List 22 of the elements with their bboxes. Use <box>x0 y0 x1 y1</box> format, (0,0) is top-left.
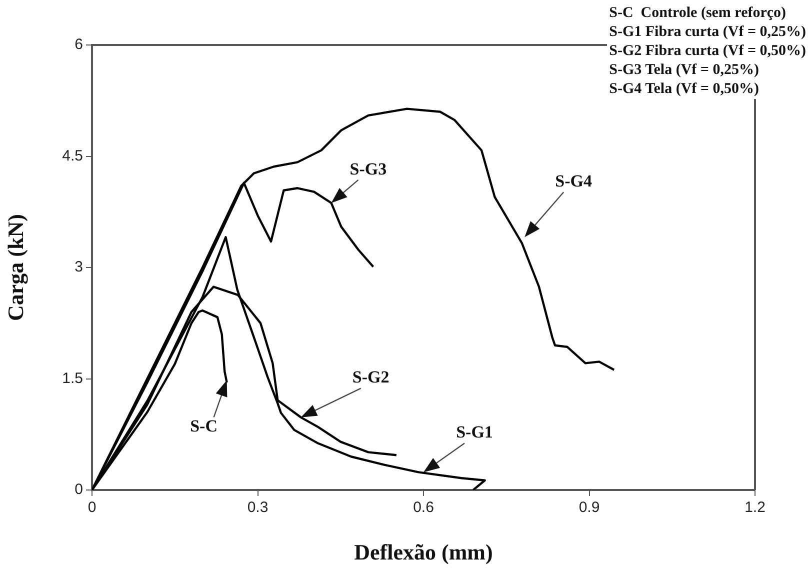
text: S-C Controle (sem reforço) <box>609 4 788 23</box>
y-axis-title: Carga (kN) <box>2 214 28 321</box>
x-axis-title: Deflexão (mm) <box>354 539 493 564</box>
annotation: S-C <box>190 416 218 436</box>
y-tick-label: 6 <box>74 36 83 54</box>
x-tick-label: 0.6 <box>413 499 434 516</box>
annotation: S-G4 <box>555 171 593 190</box>
y-tick-label: 4.5 <box>62 147 83 164</box>
x-tick-label: 0.9 <box>578 499 600 516</box>
y-tick-label: 0 <box>74 481 83 498</box>
annotation: S-G1 <box>456 422 493 442</box>
annotation: S-G3 <box>350 159 387 178</box>
y-tick-label: 1.5 <box>62 370 83 387</box>
annotation: S-G2 Fibra curta (Vf = 0,50%) <box>609 42 806 61</box>
annotation: S-G4 Tela (Vf = 0,50%) <box>609 80 760 99</box>
x-tick-label: 1.2 <box>744 499 766 516</box>
y-tick-label: 3 <box>74 258 83 276</box>
x-tick-label: 0.3 <box>247 499 268 516</box>
x-tick-label: 0 <box>88 499 96 516</box>
annotation: S-G2 <box>352 368 390 387</box>
text: S-G1 Fibra curta (Vf = 0,25%) <box>609 23 806 42</box>
annotation: S-G3 Tela (Vf = 0,25%) <box>609 61 760 80</box>
